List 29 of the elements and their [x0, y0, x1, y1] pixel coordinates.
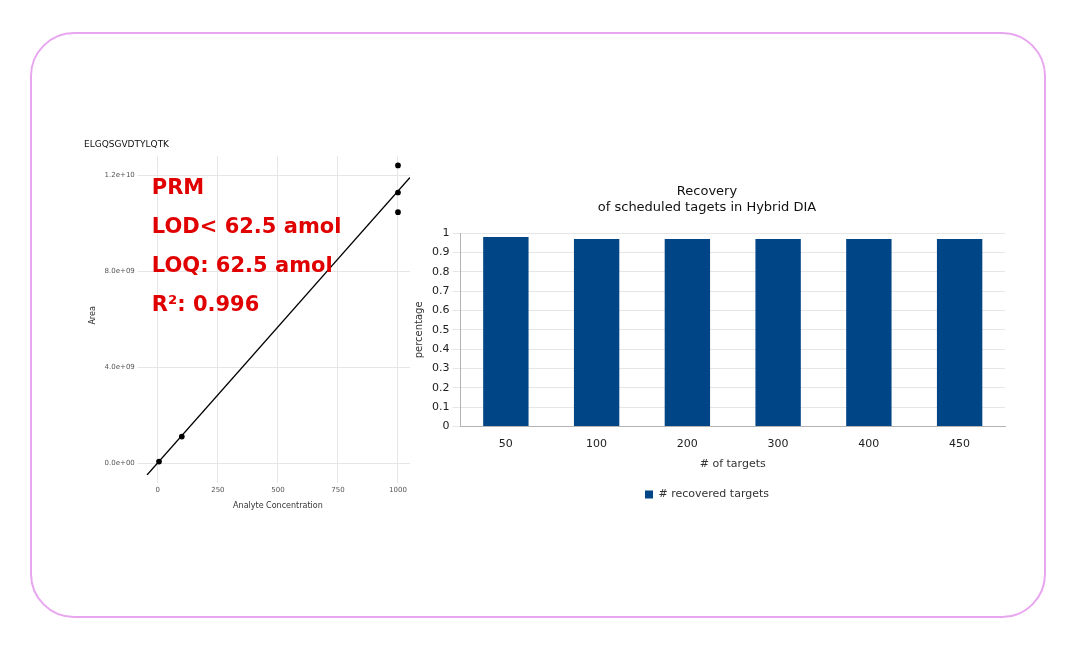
y-axis-title: Area — [87, 306, 97, 325]
chart-title: ELGQSGVDTYLQTK — [84, 138, 171, 149]
x-tick-label: 450 — [949, 437, 971, 451]
y-tick-label: 0.3 — [431, 361, 450, 375]
y-tick-label: 0.4 — [431, 342, 450, 356]
legend-label: # recovered targets — [658, 487, 770, 501]
y-tick-label: 0.5 — [431, 322, 450, 336]
annotation: PRM — [151, 174, 205, 199]
y-tick-label: 0.8 — [431, 264, 450, 278]
x-tick-label: 200 — [676, 437, 698, 451]
x-tick-label: 50 — [498, 437, 513, 451]
annotation: LOD< 62.5 amol — [151, 213, 342, 238]
y-tick-label: 0 — [442, 419, 450, 433]
y-tick-label: 0.9 — [431, 245, 450, 259]
x-axis-title: Analyte Concentration — [233, 501, 323, 511]
y-tick-label: 0.1 — [431, 400, 450, 414]
x-tick-label: 100 — [586, 437, 608, 451]
y-tick-label: 0.7 — [431, 284, 450, 298]
x-tick-label: 300 — [767, 437, 789, 451]
y-tick-label: 1 — [442, 226, 450, 240]
chart-subtitle: of scheduled tagets in Hybrid DIA — [597, 198, 817, 214]
chart-title: Recovery — [676, 183, 738, 199]
y-tick-label: 0.2 — [431, 380, 450, 394]
x-tick-label: 400 — [858, 437, 880, 451]
y-axis-title: percentage — [412, 301, 424, 359]
x-axis-title: # of targets — [699, 457, 767, 471]
y-tick-label: 0.6 — [431, 303, 450, 317]
annotation: R²: 0.996 — [151, 291, 260, 316]
annotation: LOQ: 62.5 amol — [151, 252, 333, 277]
